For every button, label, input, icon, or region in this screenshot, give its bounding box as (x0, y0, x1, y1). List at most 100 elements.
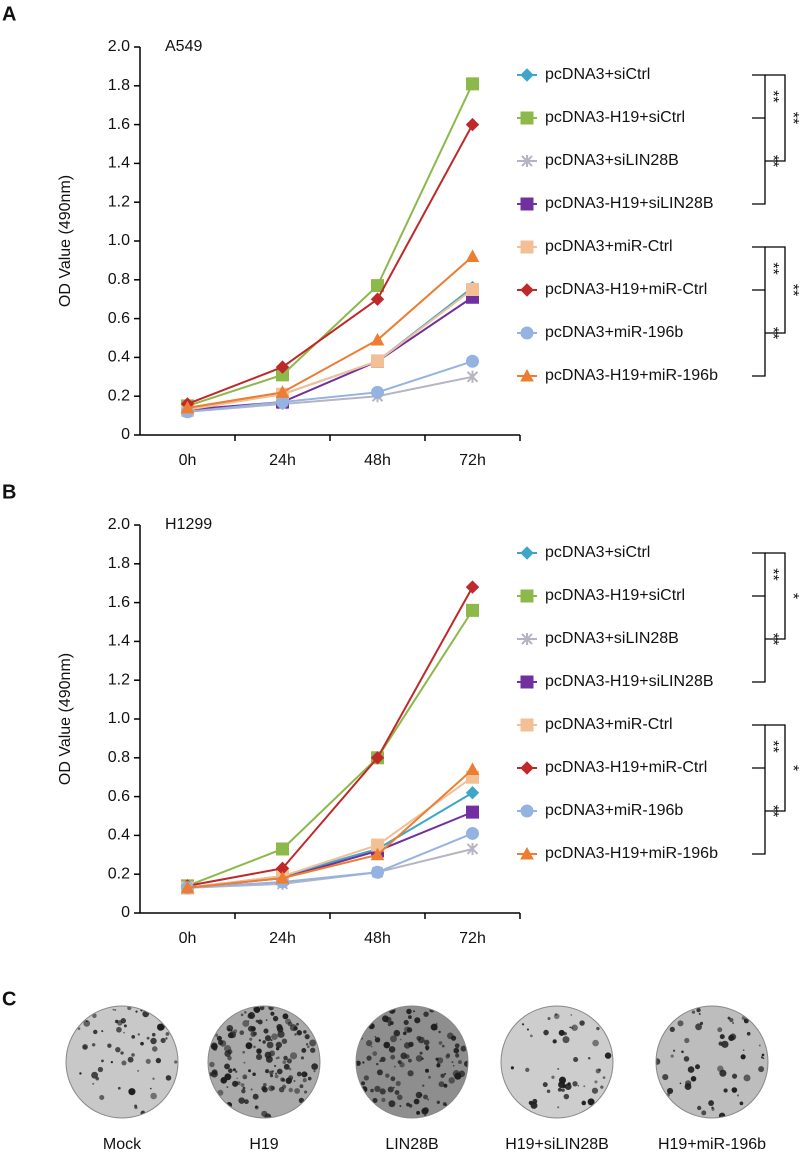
colony (248, 1069, 251, 1073)
colony (543, 1029, 549, 1036)
colony (415, 1055, 423, 1062)
colony (242, 1074, 248, 1080)
colony (444, 1073, 446, 1075)
colony (165, 1037, 168, 1040)
colony (530, 1102, 538, 1109)
data-point (180, 400, 195, 414)
colony-plate (501, 1006, 613, 1118)
colony (761, 1053, 765, 1057)
colony (388, 1046, 396, 1053)
plate-rim (355, 1005, 469, 1119)
bracket (765, 724, 786, 812)
colony (91, 1043, 96, 1047)
colony (117, 1086, 121, 1090)
colony (604, 1052, 612, 1059)
colony (425, 1068, 430, 1073)
colony (289, 1024, 297, 1032)
x-tick-label: 24h (269, 452, 296, 469)
colony (381, 1097, 386, 1103)
data-point (466, 842, 479, 855)
colony (387, 1086, 394, 1093)
colony (258, 1039, 261, 1042)
colony (557, 1067, 560, 1070)
colony (731, 1087, 738, 1093)
colony (145, 1058, 151, 1064)
colony (301, 1047, 307, 1053)
colony (408, 1058, 412, 1063)
colony (282, 1060, 287, 1065)
colony (115, 1046, 121, 1053)
colony (526, 1028, 529, 1031)
legend-label: pcDNA3+siCtrl (545, 544, 650, 561)
series-line (187, 586, 474, 887)
colony (662, 1074, 669, 1081)
data-point (465, 117, 480, 132)
colony (219, 1040, 227, 1047)
colony (278, 1086, 285, 1093)
colony (546, 1089, 551, 1094)
colony (698, 1013, 701, 1015)
chart-title: H1299 (165, 516, 212, 533)
significance: * (784, 593, 800, 599)
colony (294, 1088, 300, 1094)
colony (383, 1041, 391, 1049)
colony (112, 1008, 115, 1011)
y-tick-label: 1.6 (108, 594, 130, 611)
colony (448, 1077, 455, 1084)
colony (551, 1075, 555, 1079)
colony (83, 1019, 91, 1027)
legend-label: pcDNA3-H19+miR-196b (545, 845, 718, 862)
legend-label: pcDNA3+siCtrl (545, 66, 650, 83)
y-tick-label: 1.2 (108, 671, 130, 688)
colony (262, 1040, 266, 1044)
series-line (187, 768, 474, 889)
legend-label: pcDNA3+siLIN28B (545, 630, 679, 647)
bracket (752, 724, 766, 855)
colony (366, 1055, 372, 1061)
y-tick-label: 2.0 (108, 38, 130, 55)
colony (728, 1034, 735, 1042)
colony (262, 1086, 268, 1093)
data-point (466, 603, 479, 617)
colony (572, 1081, 578, 1087)
colony (211, 1043, 218, 1051)
colony (216, 1035, 222, 1041)
colony (363, 1075, 369, 1081)
panel-label: C (2, 988, 16, 1010)
colony (242, 1020, 250, 1027)
colony (557, 1106, 560, 1109)
colony (711, 1106, 714, 1110)
colony (140, 1041, 144, 1046)
x-tick-label: 0h (179, 452, 197, 469)
colony (238, 1097, 245, 1104)
colony (259, 1006, 265, 1011)
colony (245, 1042, 253, 1050)
colony (687, 1066, 695, 1073)
y-tick-label: 0 (121, 904, 130, 921)
colony (134, 1104, 138, 1108)
y-tick-label: 0.4 (108, 827, 130, 844)
colony (454, 1043, 460, 1049)
caption: H19+miR-196b (658, 1136, 766, 1153)
colony (227, 1032, 234, 1039)
colony (656, 1058, 661, 1065)
colony (99, 1094, 105, 1100)
colony (557, 1087, 562, 1092)
colony (82, 1044, 88, 1050)
colony (672, 1049, 676, 1052)
colony (307, 1045, 310, 1049)
colony (691, 1010, 696, 1014)
colony (600, 1085, 604, 1089)
colony (277, 1030, 285, 1038)
legend-label: pcDNA3-H19+siCtrl (545, 587, 685, 604)
data-point (276, 842, 289, 856)
colony (304, 1090, 308, 1094)
colony (696, 1007, 701, 1013)
colony (592, 1039, 599, 1047)
colony (101, 1030, 104, 1033)
colony (131, 1034, 136, 1039)
significance: ** (764, 262, 781, 274)
colony (406, 1008, 412, 1015)
colony (131, 1053, 135, 1057)
y-tick-label: 0.2 (108, 865, 130, 882)
